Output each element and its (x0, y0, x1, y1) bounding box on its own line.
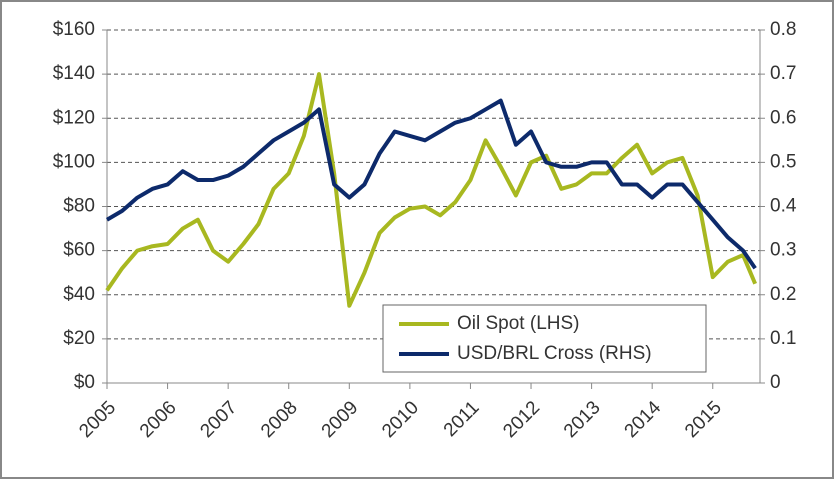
y2-tick-label: 0.5 (770, 151, 796, 172)
line-series (105, 72, 757, 308)
y-tick-label: $40 (63, 284, 95, 305)
legend-box (382, 304, 707, 373)
y-tick-label: $160 (53, 19, 95, 40)
y-tick-label: $20 (63, 328, 95, 349)
line-series (105, 98, 757, 270)
y-tick-label: $140 (53, 63, 95, 84)
y-tick-label: $0 (74, 372, 95, 393)
y2-tick-label: 0.3 (770, 240, 796, 261)
y-tick-label: $60 (63, 240, 95, 261)
y2-tick-label: 0.4 (770, 196, 797, 217)
y2-tick-label: 0 (770, 372, 781, 393)
legend-label: USD/BRL Cross (RHS) (457, 343, 652, 364)
y2-tick-label: 0.8 (770, 19, 796, 40)
y2-tick-label: 0.6 (770, 107, 796, 128)
y2-tick-label: 0.7 (770, 63, 796, 84)
y-tick-label: $80 (63, 196, 95, 217)
legend-label: Oil Spot (LHS) (457, 313, 579, 334)
y2-tick-label: 0.1 (770, 328, 796, 349)
y2-tick-label: 0.2 (770, 284, 796, 305)
y-tick-label: $120 (53, 107, 95, 128)
y-tick-label: $100 (53, 151, 95, 172)
